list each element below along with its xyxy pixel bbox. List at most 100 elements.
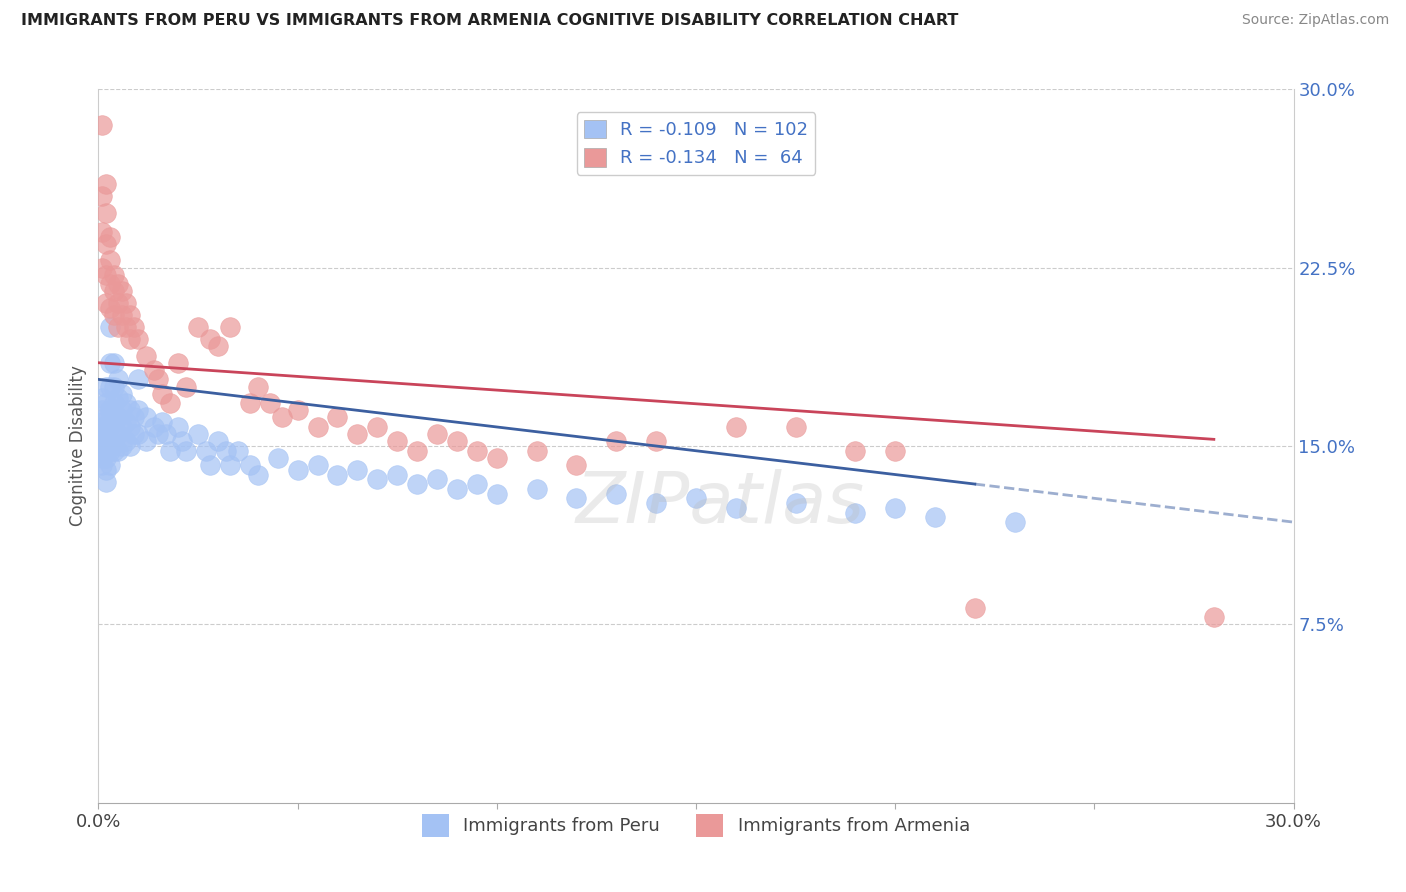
Point [143,363,166,377]
Point [120,403,142,417]
Point [115,320,138,334]
Point [103,427,125,442]
Point [107,392,129,406]
Point [267,450,290,465]
Point [724,500,747,515]
Point [150,415,173,429]
Point [96,475,118,489]
Point [219,320,242,334]
Point [98,443,122,458]
Point [1202,610,1225,624]
Point [446,434,468,449]
Point [91,427,114,442]
Point [172,434,194,449]
Point [91,392,114,406]
Point [385,467,409,482]
Point [159,396,181,410]
Point [98,320,122,334]
Point [107,372,129,386]
Point [346,427,368,442]
Point [127,372,149,386]
Point [115,296,138,310]
Point [485,450,508,465]
Point [98,458,122,472]
Point [96,379,118,393]
Point [96,178,118,192]
Point [107,296,129,310]
Point [174,379,197,393]
Point [107,320,129,334]
Point [259,396,281,410]
Point [219,458,242,472]
Point [366,472,388,486]
Point [148,372,170,386]
Point [103,268,125,282]
Point [124,410,146,425]
Text: IMMIGRANTS FROM PERU VS IMMIGRANTS FROM ARMENIA COGNITIVE DISABILITY CORRELATION: IMMIGRANTS FROM PERU VS IMMIGRANTS FROM … [21,13,959,29]
Point [645,434,668,449]
Point [103,285,125,299]
Point [844,506,866,520]
Point [91,189,114,203]
Point [103,356,125,370]
Point [724,420,747,434]
Point [465,477,488,491]
Point [124,320,146,334]
Point [96,420,118,434]
Point [426,427,449,442]
Point [98,356,122,370]
Point [98,277,122,292]
Point [91,450,114,465]
Point [287,463,309,477]
Point [115,396,138,410]
Point [924,510,946,524]
Point [406,443,429,458]
Point [150,386,173,401]
Point [127,427,149,442]
Point [187,320,209,334]
Point [91,118,114,132]
Point [785,496,807,510]
Point [120,420,142,434]
Point [124,427,146,442]
Point [207,434,229,449]
Point [127,403,149,417]
Point [645,496,668,510]
Point [287,403,309,417]
Point [111,308,134,322]
Point [526,443,548,458]
Point [685,491,707,506]
Point [96,439,118,453]
Point [485,486,508,500]
Point [96,296,118,310]
Point [426,472,449,486]
Point [465,443,488,458]
Point [111,285,134,299]
Point [107,443,129,458]
Point [884,500,907,515]
Point [96,268,118,282]
Point [91,260,114,275]
Point [135,434,157,449]
Point [96,463,118,477]
Point [307,420,329,434]
Point [115,434,138,449]
Point [107,410,129,425]
Point [167,356,190,370]
Point [111,386,134,401]
Point [98,403,122,417]
Point [844,443,866,458]
Point [346,463,368,477]
Point [270,410,292,425]
Point [98,229,122,244]
Point [207,339,229,353]
Point [195,443,218,458]
Point [605,486,627,500]
Point [96,410,118,425]
Point [307,458,329,472]
Point [239,458,262,472]
Point [91,443,114,458]
Point [98,420,122,434]
Point [96,236,118,251]
Point [406,477,429,491]
